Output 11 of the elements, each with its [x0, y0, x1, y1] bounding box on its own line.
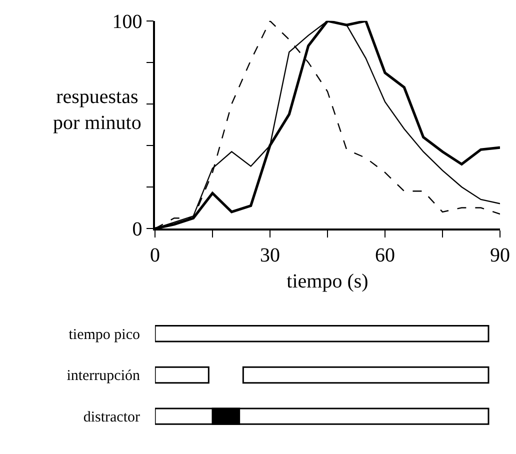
x-tick-label: 60 — [375, 244, 395, 266]
x-tick-label: 0 — [150, 244, 160, 266]
y-tick-label: interrupción — [66, 368, 140, 384]
y-tick-label: 100 — [112, 10, 142, 33]
y-axis-title: respuestas por minuto — [53, 86, 142, 134]
y-tick-label: distractor — [83, 410, 140, 426]
y-tick-label: 0 — [132, 218, 142, 241]
x-axis-title: tiempo (s) — [286, 270, 368, 292]
y-tick-label: tiempo pico — [68, 326, 140, 343]
x-tick-label: 30 — [260, 244, 280, 266]
x-tick-label: 90 — [490, 244, 510, 266]
